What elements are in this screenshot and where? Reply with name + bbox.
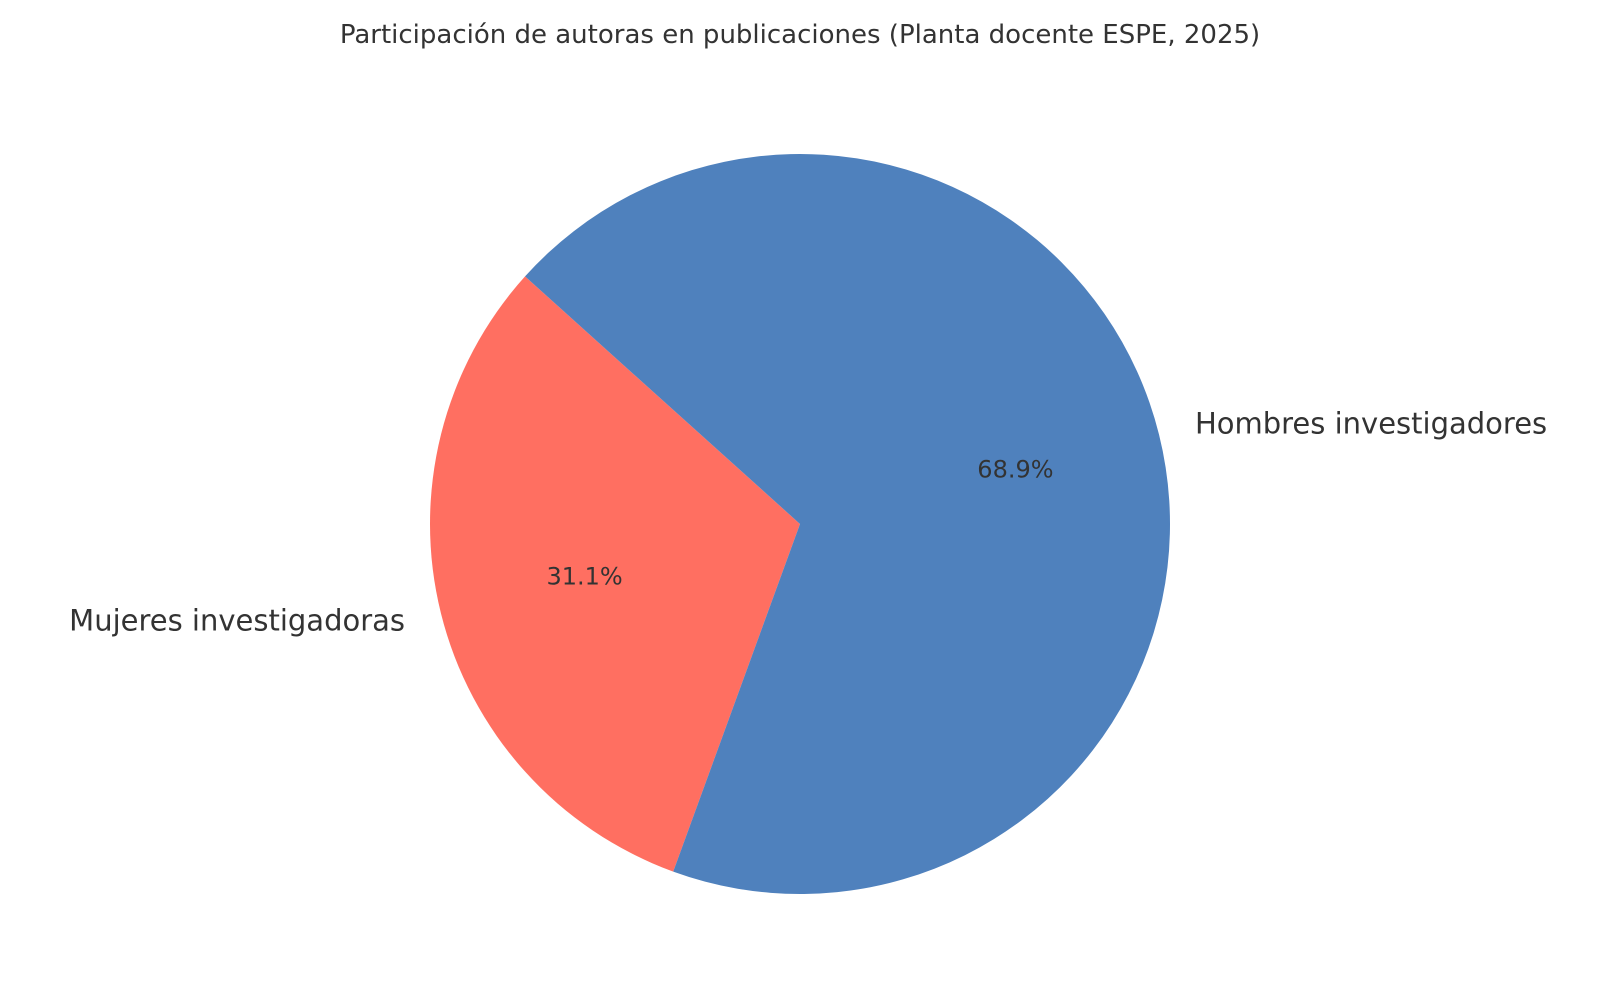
- pie-labels: Mujeres investigadoras 31.1% Hombres inves…: [69, 407, 1547, 638]
- slice-pct-label-0: 31.1%: [546, 563, 622, 591]
- chart-title: Participación de autoras en publicacione…: [340, 20, 1260, 50]
- pie-slices: [430, 153, 1171, 894]
- pie-slice-1: [525, 153, 1171, 894]
- slice-label-1: Hombres investigadores: [1195, 407, 1547, 441]
- slice-label-0: Mujeres investigadoras: [69, 603, 405, 637]
- pie-slice-0: [430, 276, 800, 872]
- slice-pct-label-1: 68.9%: [977, 455, 1053, 483]
